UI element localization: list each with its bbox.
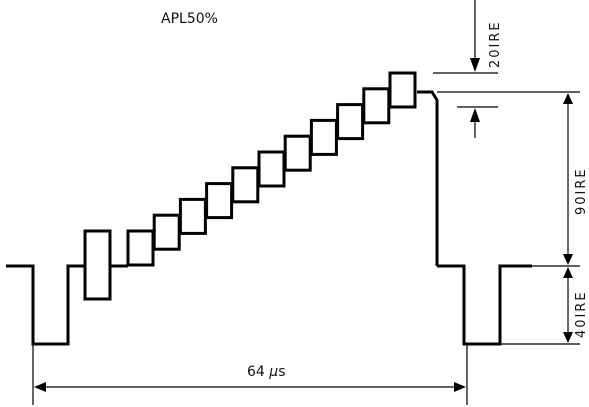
- staircase-step: [126, 229, 155, 267]
- staircase-step: [231, 166, 260, 204]
- staircase-step: [309, 118, 338, 156]
- period-label: 64 μs: [247, 364, 285, 380]
- dim-90-arrow-bottom: [563, 254, 573, 265]
- staircase-steps: [126, 71, 417, 267]
- label-90-ire: 90IRE: [574, 167, 589, 215]
- label-20-ire: 20IRE: [488, 20, 503, 68]
- arrow-20-top-head: [470, 58, 480, 72]
- period-arrow-right: [454, 382, 466, 392]
- waveform-signal: [6, 264, 532, 346]
- label-40-ire: 40IRE: [574, 290, 589, 338]
- arrow-20-low-head: [470, 108, 480, 122]
- staircase-step: [362, 87, 391, 125]
- color-burst: [83, 229, 112, 301]
- waveform-fall: [417, 90, 439, 266]
- staircase-step: [205, 182, 234, 220]
- dim-40-arrow-bottom: [563, 332, 573, 343]
- apl-title: APL50%: [161, 11, 218, 27]
- staircase-step: [336, 103, 365, 141]
- staircase-step: [388, 71, 417, 109]
- staircase-step: [152, 213, 181, 251]
- period-arrow-left: [34, 382, 46, 392]
- staircase-step: [283, 134, 312, 172]
- staircase-step: [178, 197, 207, 235]
- dim-90-arrow-top: [563, 93, 573, 104]
- staircase-step: [257, 150, 286, 188]
- dim-40-arrow-top: [563, 267, 573, 278]
